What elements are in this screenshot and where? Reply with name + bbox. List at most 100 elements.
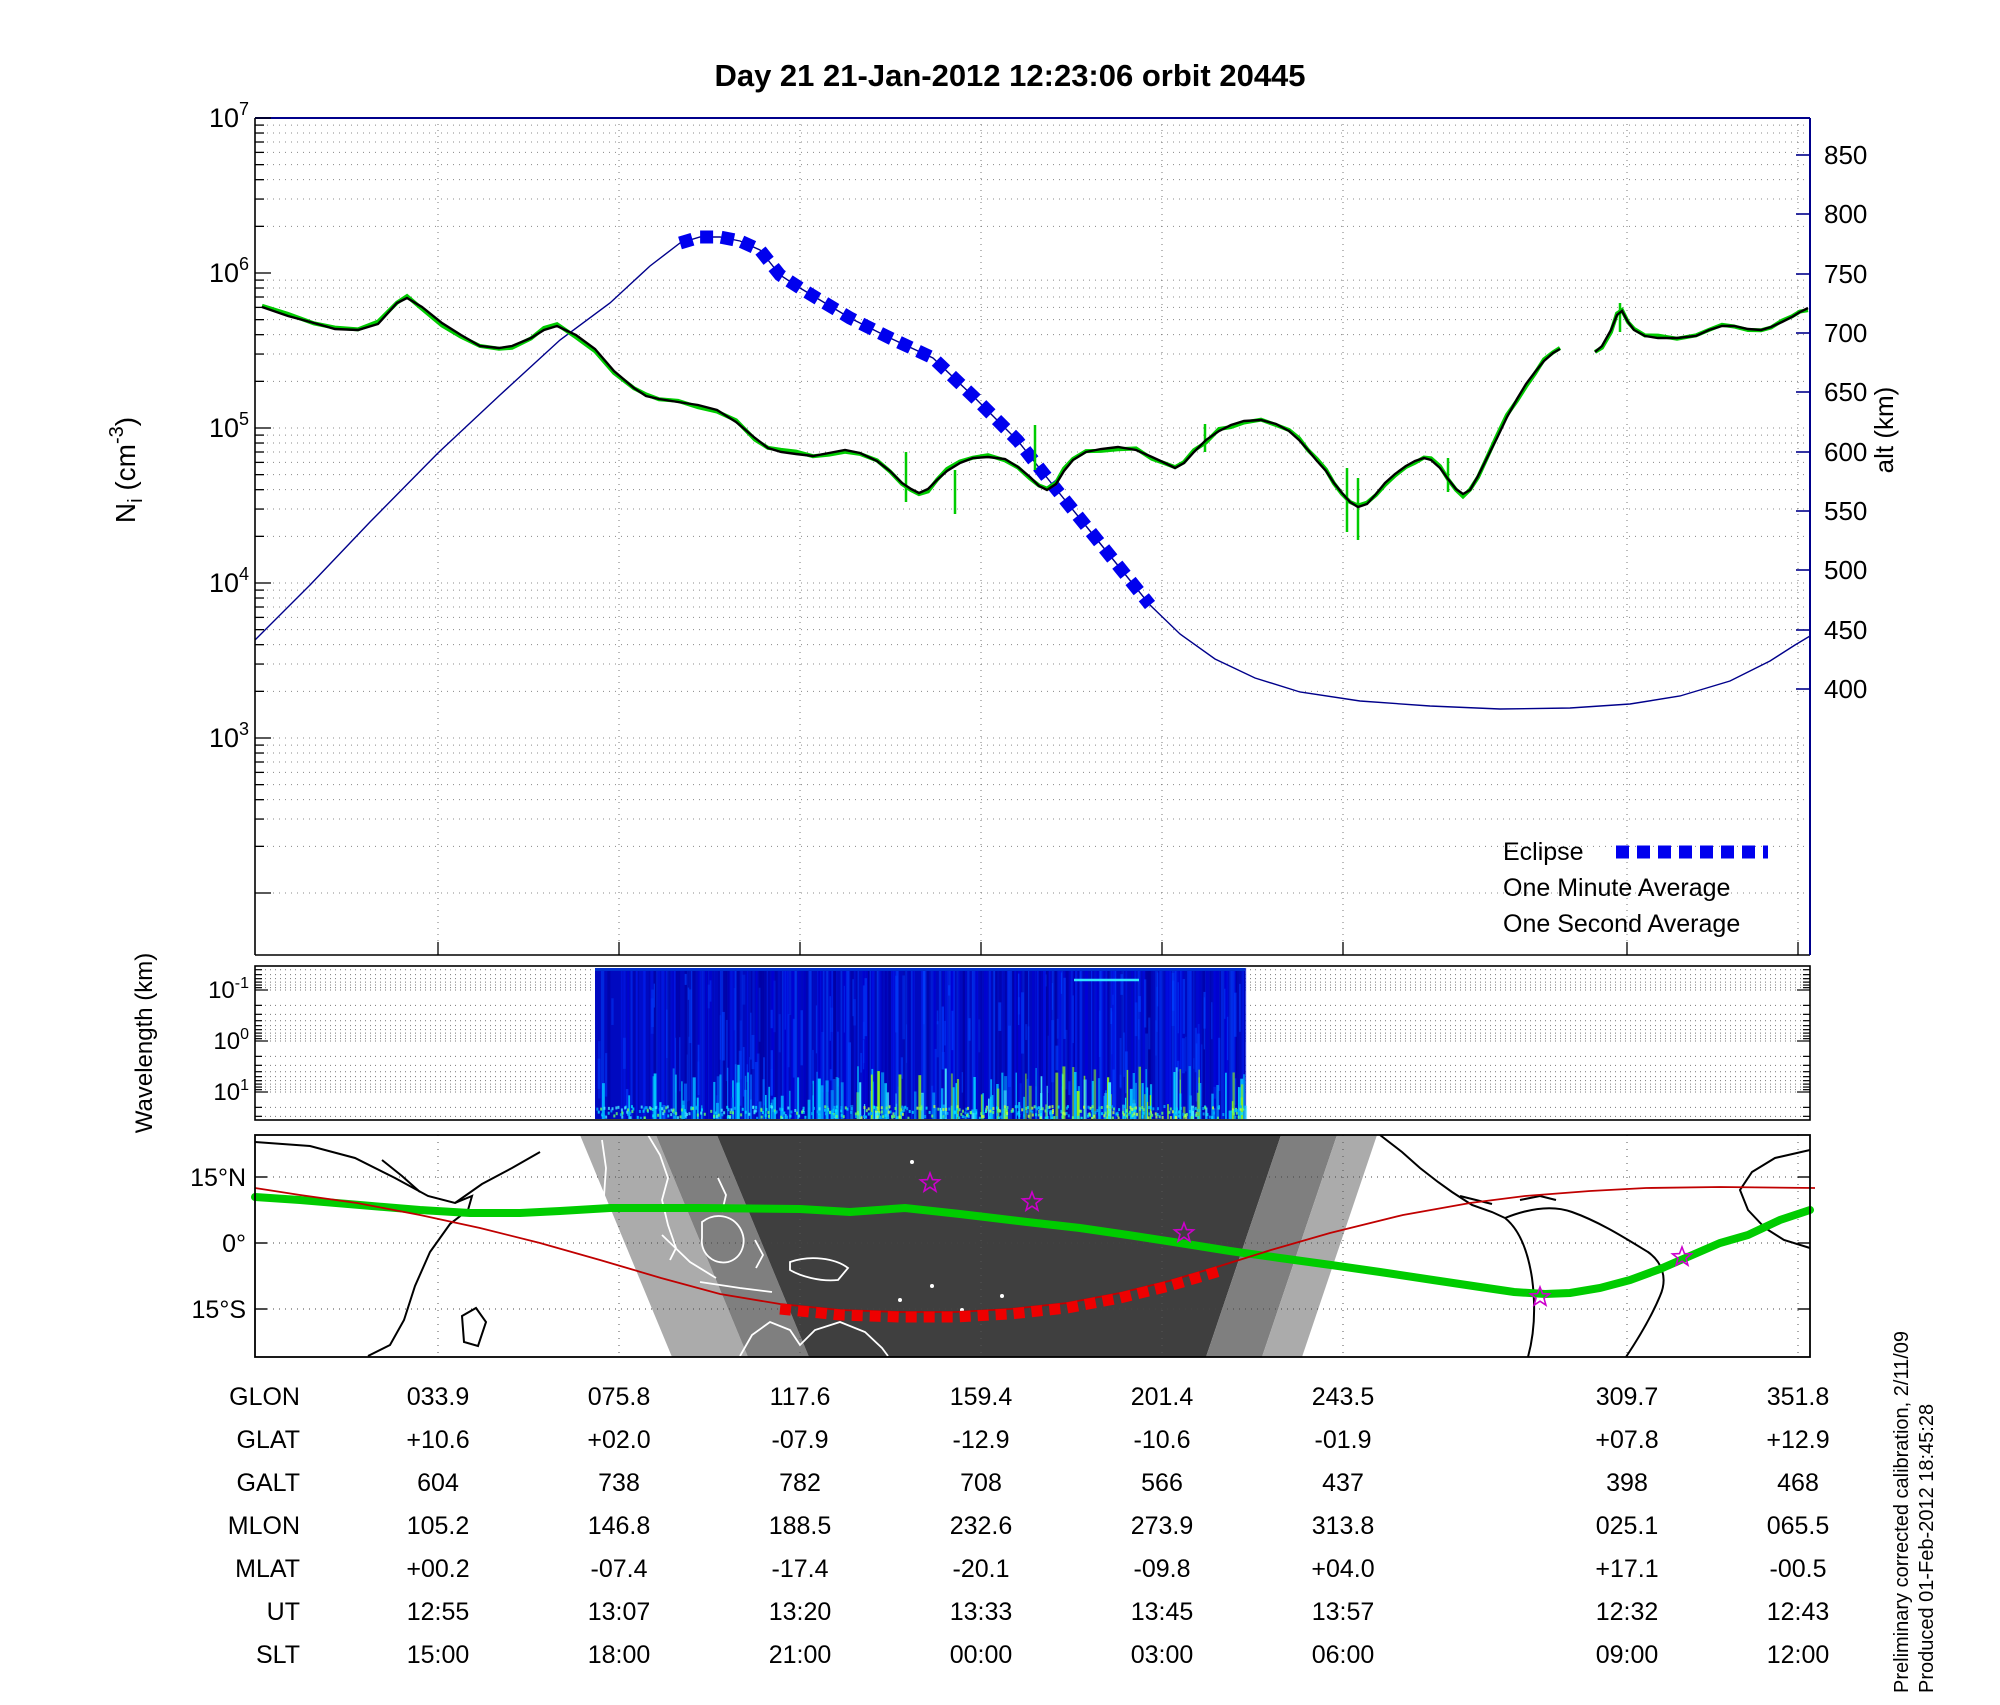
right-axis-tick-label: 450 <box>1824 615 1867 645</box>
table-cell: 117.6 <box>770 1383 831 1411</box>
spect-speckle <box>1169 1116 1172 1120</box>
spect-speckle <box>1118 1108 1121 1112</box>
spect-speckle <box>756 1116 759 1120</box>
spect-streak <box>1137 968 1140 1119</box>
table-cell: 18:00 <box>588 1641 651 1669</box>
spect-streak <box>820 968 824 1119</box>
spect-streak <box>637 968 641 1119</box>
spect-speckle <box>998 1116 1001 1120</box>
spect-streak <box>921 968 925 1119</box>
spect-mid-streak <box>687 987 690 1000</box>
spect-cyan-streak <box>716 1076 720 1119</box>
spect-streak <box>1104 968 1106 1119</box>
spect-speckle <box>911 1110 914 1114</box>
spect-speckle <box>1080 1109 1083 1113</box>
spect-streak <box>829 968 832 1119</box>
spect-speckle <box>880 1106 883 1110</box>
spect-streak <box>1221 968 1225 1119</box>
spect-speckle <box>884 1110 887 1114</box>
spect-streak <box>671 968 674 1119</box>
spect-speckle <box>773 1109 776 1113</box>
spect-cyan-streak <box>747 1072 749 1119</box>
spect-speckle <box>1242 1107 1245 1111</box>
spect-speckle <box>779 1107 782 1111</box>
spect-mid-streak <box>821 1031 824 1093</box>
spect-speckle <box>842 1115 845 1119</box>
spect-speckle <box>940 1106 943 1110</box>
right-axis-tick-label: 700 <box>1824 318 1867 348</box>
spect-streak <box>1049 968 1051 1119</box>
spect-speckle <box>607 1111 610 1115</box>
spect-streak <box>1091 968 1093 1119</box>
spect-streak <box>1059 968 1062 1119</box>
spect-cyan-streak <box>734 1064 737 1119</box>
spect-streak <box>1134 968 1136 1119</box>
spect-cyan-streak <box>830 1110 834 1119</box>
island-dot <box>910 1160 914 1164</box>
spect-speckle <box>824 1105 827 1109</box>
spect-speckle <box>1233 1109 1236 1113</box>
spect-cyan-streak <box>1191 1105 1195 1119</box>
spect-speckle <box>670 1108 673 1112</box>
coastline <box>1504 1207 1665 1358</box>
spect-speckle <box>1116 1111 1119 1115</box>
spect-mid-streak <box>1055 1045 1059 1071</box>
spect-speckle <box>998 1108 1001 1112</box>
spect-speckle <box>1179 1106 1182 1110</box>
spect-speckle <box>1047 1106 1050 1110</box>
spect-speckle <box>651 1108 654 1112</box>
spect-speckle <box>991 1105 994 1109</box>
spect-speckle <box>767 1114 770 1118</box>
table-cell: 13:57 <box>1312 1598 1375 1626</box>
spect-speckle <box>1235 1111 1238 1115</box>
spect-speckle <box>1183 1114 1186 1118</box>
coastline <box>254 1141 474 1357</box>
spect-streak <box>812 968 814 1119</box>
spect-cyan-streak <box>788 1090 791 1119</box>
spect-cyan-streak <box>1105 1090 1107 1119</box>
spect-top-strip <box>595 968 1245 971</box>
spect-cyan-streak <box>1024 1073 1027 1119</box>
spect-streak <box>933 968 936 1119</box>
spect-mid-streak <box>1025 1024 1028 1040</box>
spect-mid-streak <box>1181 1038 1185 1074</box>
spect-mid-streak <box>1213 1086 1217 1099</box>
spect-mid-streak <box>1155 1020 1157 1056</box>
spect-speckle <box>980 1112 983 1116</box>
spect-streak <box>857 968 860 1119</box>
spect-speckle <box>1213 1111 1216 1115</box>
y-axis-label-altitude: alt (km) <box>1869 387 1899 474</box>
spect-speckle <box>1115 1112 1118 1116</box>
spect-mid-streak <box>1144 979 1147 1028</box>
spect-speckle <box>943 1116 946 1120</box>
spect-cyan-streak <box>1074 1071 1077 1119</box>
spect-speckle <box>1202 1112 1205 1116</box>
spect-speckle <box>840 1113 843 1117</box>
spect-streak <box>1189 968 1192 1119</box>
spect-mid-streak <box>1047 1035 1049 1094</box>
spect-cyan-streak <box>1196 1092 1199 1119</box>
spect-speckle <box>1010 1109 1013 1113</box>
spect-cyan-streak <box>1146 1101 1149 1119</box>
spect-speckle <box>597 1110 600 1114</box>
spect-streak <box>1137 968 1140 1119</box>
spect-speckle <box>1055 1116 1058 1120</box>
spect-speckle <box>1031 1110 1034 1114</box>
spect-speckle <box>1161 1111 1164 1115</box>
spect-streak <box>1032 968 1035 1119</box>
spect-cyan-streak <box>727 1067 729 1119</box>
spect-speckle <box>662 1112 665 1116</box>
spect-streak <box>712 968 715 1119</box>
spect-speckle <box>1107 1110 1110 1114</box>
spect-speckle <box>1208 1115 1211 1119</box>
spect-streak <box>896 968 899 1119</box>
spect-cyan-streak <box>989 1096 992 1119</box>
spect-streak <box>1159 968 1161 1119</box>
spect-cyan-streak <box>1238 1087 1242 1119</box>
spect-speckle <box>1163 1105 1166 1109</box>
spect-cyan-streak <box>1062 1066 1066 1119</box>
spect-streak <box>1063 968 1065 1119</box>
spect-speckle <box>1135 1112 1138 1116</box>
spect-cyan-streak <box>863 1104 866 1119</box>
spect-streak <box>891 968 895 1119</box>
